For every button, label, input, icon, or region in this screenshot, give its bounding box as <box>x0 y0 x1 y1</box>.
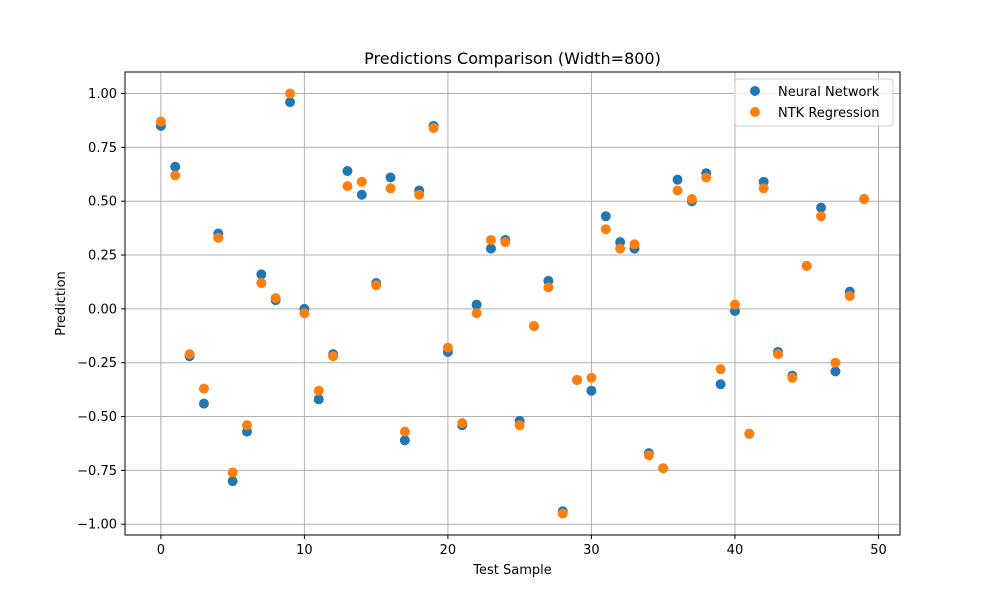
x-tick-label: 0 <box>157 543 165 558</box>
ntk-regression-point <box>198 383 209 394</box>
neural-network-point <box>485 243 496 254</box>
neural-network-point <box>471 299 482 310</box>
ntk-regression-point <box>715 364 726 375</box>
ntk-regression-point <box>844 290 855 301</box>
ntk-regression-point <box>342 181 353 192</box>
legend-box <box>734 78 894 127</box>
neural-network-point <box>285 97 296 108</box>
ntk-regression-point <box>457 418 468 429</box>
y-tick-label: −0.50 <box>77 410 117 425</box>
ntk-regression-point <box>672 185 683 196</box>
y-tick-label: 0.00 <box>88 302 117 317</box>
x-tick-label: 20 <box>440 543 457 558</box>
ntk-regression-point <box>701 172 712 183</box>
ntk-regression-point <box>557 508 568 519</box>
neural-network-point <box>672 174 683 185</box>
ntk-regression-point <box>328 351 339 362</box>
legend-label-ntk-regression: NTK Regression <box>778 106 879 121</box>
y-tick-label: 0.25 <box>88 249 117 264</box>
neural-network-point <box>816 202 827 213</box>
neural-network-point <box>600 211 611 222</box>
ntk-regression-point <box>744 428 755 439</box>
ntk-regression-point <box>170 170 181 181</box>
x-tick-label: 50 <box>870 543 887 558</box>
neural-network-point <box>830 366 841 377</box>
ntk-regression-point <box>615 243 626 254</box>
neural-network-point <box>342 166 353 177</box>
ntk-regression-point <box>787 372 798 383</box>
neural-network-point <box>586 385 597 396</box>
ntk-regression-point <box>543 282 554 293</box>
neural-network-point <box>227 476 238 487</box>
ntk-regression-point <box>529 321 540 332</box>
legend-marker-neural-network <box>750 86 760 96</box>
ntk-regression-point <box>500 237 511 248</box>
ntk-regression-point <box>485 234 496 245</box>
ntk-regression-point <box>859 194 870 205</box>
chart-title: Predictions Comparison (Width=800) <box>364 49 661 68</box>
ntk-regression-point <box>313 385 324 396</box>
ntk-regression-point <box>801 260 812 271</box>
ntk-regression-point <box>270 293 281 304</box>
plot-frame <box>124 71 901 536</box>
neural-network-point <box>313 394 324 405</box>
ntk-regression-point <box>299 308 310 319</box>
x-tick-label: 30 <box>583 543 600 558</box>
legend-marker-ntk-regression <box>750 107 760 117</box>
ntk-regression-point <box>758 183 769 194</box>
ntk-regression-point <box>658 463 669 474</box>
y-tick-label: −0.75 <box>77 464 117 479</box>
x-axis-label: Test Sample <box>472 563 551 578</box>
ntk-regression-point <box>213 232 224 243</box>
y-tick-label: −0.25 <box>77 356 117 371</box>
ntk-regression-point <box>643 450 654 461</box>
legend: Neural Network NTK Regression <box>734 78 894 127</box>
ntk-regression-point <box>184 349 195 360</box>
ntk-regression-point <box>830 357 841 368</box>
ntk-regression-point <box>629 239 640 250</box>
y-tick-label: 0.75 <box>88 141 117 156</box>
ntk-regression-point <box>399 426 410 437</box>
y-axis-label: Prediction <box>54 271 69 336</box>
x-tick-label: 40 <box>727 543 744 558</box>
ntk-regression-point <box>686 194 697 205</box>
ntk-regression-point <box>356 176 367 187</box>
legend-label-neural-network: Neural Network <box>778 85 880 100</box>
ntk-regression-point <box>256 278 267 289</box>
y-tick-label: 0.50 <box>88 195 117 210</box>
neural-network-point <box>385 172 396 183</box>
ntk-regression-point <box>816 211 827 222</box>
ntk-regression-point <box>241 420 252 431</box>
ntk-regression-point <box>471 308 482 319</box>
neural-network-point <box>356 189 367 200</box>
y-tick-label: −1.00 <box>77 518 117 533</box>
ntk-regression-point <box>371 280 382 291</box>
x-tick-label: 10 <box>296 543 313 558</box>
ntk-regression-point <box>442 342 453 353</box>
axis-ticks: 0 10 20 30 40 50 −1.00 −0.75 −0.50 −0.25 0.00 0.25 0… <box>77 87 887 558</box>
ntk-regression-point <box>600 224 611 235</box>
ntk-regression-point <box>155 116 166 127</box>
ntk-regression-point <box>514 420 525 431</box>
neural-network-point <box>715 379 726 390</box>
y-tick-label: 1.00 <box>88 87 117 102</box>
ntk-regression-point <box>773 349 784 360</box>
grid-lines <box>125 72 900 535</box>
ntk-regression-point <box>285 88 296 99</box>
data-points <box>155 88 870 519</box>
ntk-regression-point <box>586 372 597 383</box>
ntk-regression-point <box>729 299 740 310</box>
ntk-regression-point <box>428 122 439 133</box>
ntk-regression-point <box>572 374 583 385</box>
neural-network-point <box>170 161 181 172</box>
ntk-regression-point <box>414 189 425 200</box>
ntk-regression-point <box>385 183 396 194</box>
neural-network-point <box>256 269 267 280</box>
ntk-regression-point <box>227 467 238 478</box>
neural-network-point <box>198 398 209 409</box>
neural-network-point <box>399 435 410 446</box>
